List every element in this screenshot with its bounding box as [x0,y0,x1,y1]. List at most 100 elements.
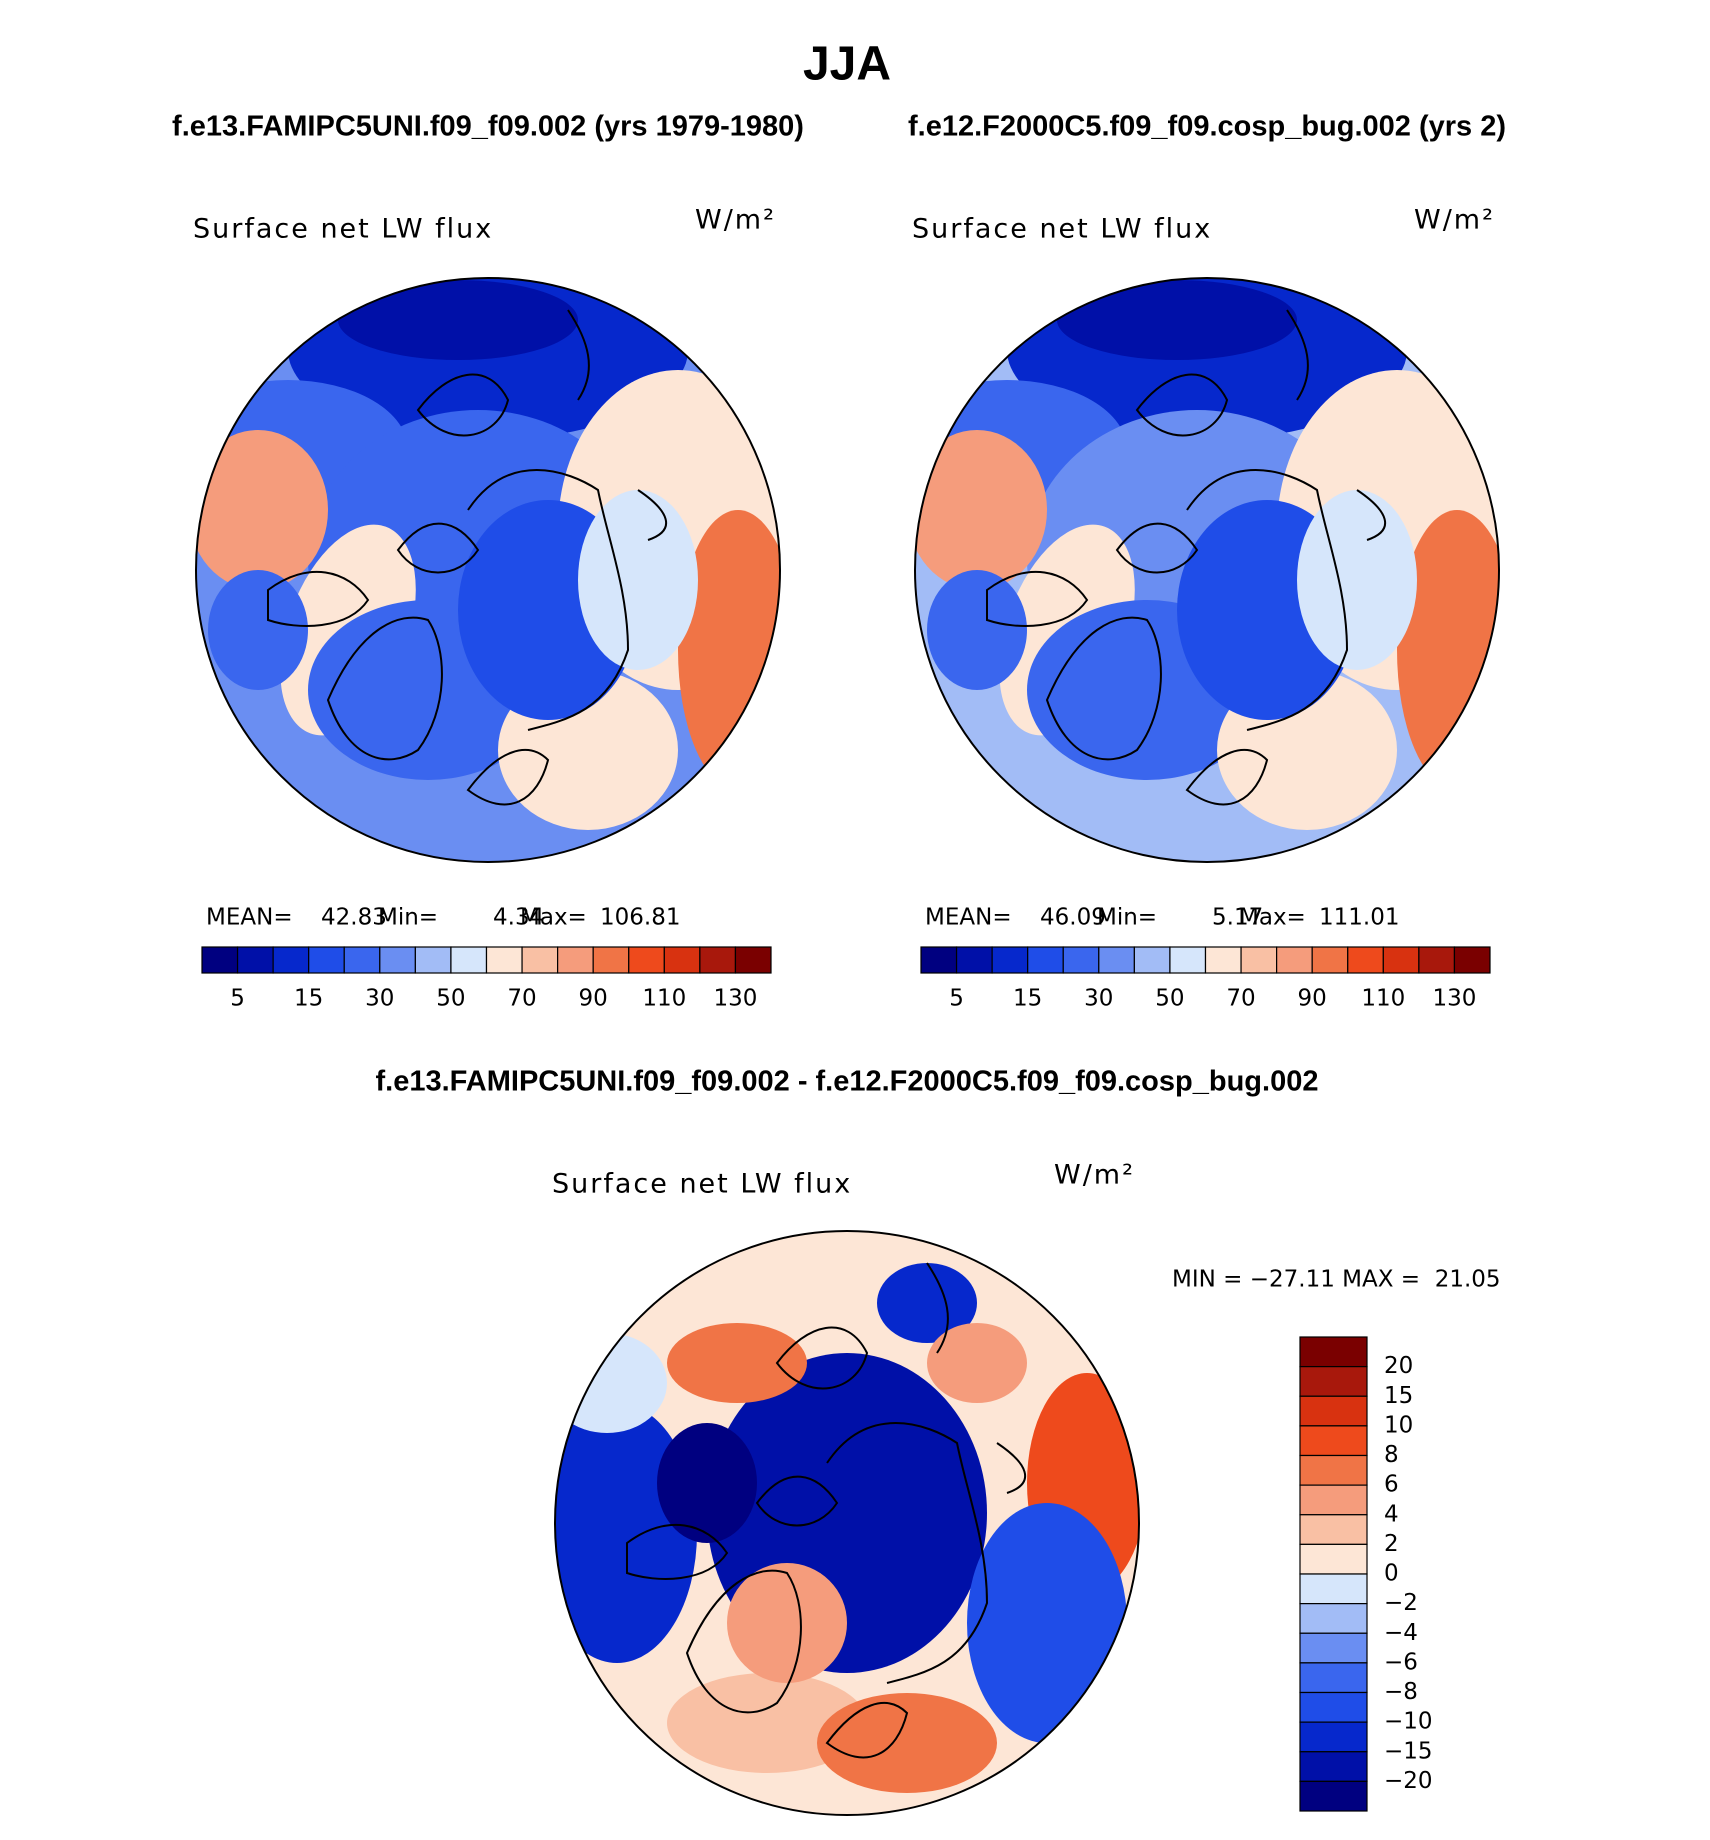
panel-units: W/m² [1414,205,1495,236]
colorbar-label: 130 [1432,986,1476,1012]
colorbar-box [379,946,416,974]
colorbar-box [1299,1751,1368,1782]
colorbar-label: 10 [1384,1412,1413,1438]
coastline [1045,616,1162,761]
colorbar-box [920,946,958,974]
colorbar-label: 0 [1384,1561,1399,1587]
coastline [1115,522,1199,574]
colorbar-box [1299,1632,1368,1664]
panel-subtitle: f.e13.FAMIPC5UNI.f09_f09.002 (yrs 1979-1… [172,111,804,143]
colorbar-label: 5 [230,986,245,1012]
colorbar-label: 6 [1384,1472,1399,1498]
map-border [554,1230,1140,1816]
field-region [657,1423,757,1543]
coastline [396,522,480,574]
colorbar-label: 20 [1384,1353,1413,1379]
colorbar-label: 30 [365,986,394,1012]
colorbar-box [272,946,310,974]
colorbar-box [450,946,488,974]
figure-title: JJA [803,38,891,91]
coastline [1185,749,1269,806]
colorbar-box [201,946,239,974]
colorbar-label: 15 [294,986,323,1012]
stat-name: Min= [378,905,438,931]
coastline [685,1569,802,1714]
colorbar-label: −10 [1384,1709,1433,1735]
colorbar-box [1299,1395,1368,1427]
colorbar-label: −4 [1384,1620,1418,1646]
coastline [775,1326,869,1390]
colorbar-label: −20 [1384,1768,1433,1794]
colorbar-box [592,946,630,974]
colorbar-box [699,946,737,974]
stat-value: 111.01 [1319,905,1399,931]
colorbar-box [308,946,345,974]
colorbar-label: 110 [1361,986,1405,1012]
colorbar-box [955,946,993,974]
field-region [667,1673,867,1773]
coastline [267,570,370,627]
colorbar-label: −2 [1384,1590,1418,1616]
colorbar-label: 130 [713,986,757,1012]
coastline [326,616,443,761]
map [555,1231,1139,1815]
coastline [826,1422,989,1684]
field-region [817,1693,997,1793]
field-region [208,570,308,690]
colorbar-label: −8 [1384,1679,1418,1705]
colorbar-box [485,946,523,974]
colorbar-box [1098,946,1135,974]
map [915,278,1499,862]
colorbar-label: 70 [1226,986,1255,1012]
coastline [416,373,510,437]
colorbar-box [1453,946,1491,974]
colorbar-box [1299,1454,1368,1486]
colorbar-box [1299,1514,1368,1545]
colorbar-box [414,946,452,974]
colorbar-box [1347,946,1384,974]
coastline [755,1475,839,1527]
map-border [195,277,781,863]
colorbar-label: 2 [1384,1531,1399,1557]
coastline [996,1442,1027,1494]
field-region [877,1263,977,1343]
field-region [927,570,1027,690]
colorbar-box [1299,1543,1368,1575]
coastline [466,749,550,806]
field-region [727,1563,847,1683]
colorbar-label: −15 [1384,1738,1433,1764]
colorbar-box [1169,946,1207,974]
stat-name: Max= [520,905,587,931]
stat-value: 46.09 [1040,905,1106,931]
colorbar-box [1299,1336,1368,1368]
colorbar-label: 30 [1084,986,1113,1012]
colorbar-box [991,946,1029,974]
colorbar-box [1299,1691,1368,1723]
colorbar-label: 90 [579,986,608,1012]
stat-name: Min= [1097,905,1157,931]
colorbar-box [1240,946,1278,974]
colorbar-box [1299,1425,1368,1457]
colorbar-label: −6 [1384,1649,1418,1675]
colorbar-label: 4 [1384,1501,1399,1527]
field-region [667,1323,807,1403]
colorbar-box [1418,946,1456,974]
field-region [196,430,328,590]
panel-label: Surface net LW flux [912,214,1212,245]
stat-value: 4.34 [493,905,544,931]
field-region [915,430,1047,590]
coastline [1356,489,1387,541]
coastline [926,1262,949,1354]
difference-title: f.e13.FAMIPC5UNI.f09_f09.002 - f.e12.F20… [376,1066,1319,1098]
colorbar-label: 50 [436,986,465,1012]
coastline [986,570,1089,627]
colorbar-box [1204,946,1242,974]
field-region [338,280,578,360]
coastline [1135,373,1229,437]
colorbar-label: 50 [1155,986,1184,1012]
colorbar-label: 90 [1298,986,1327,1012]
colorbar-label: 15 [1384,1383,1413,1409]
field-region [555,1333,667,1433]
colorbar-label: 8 [1384,1442,1399,1468]
